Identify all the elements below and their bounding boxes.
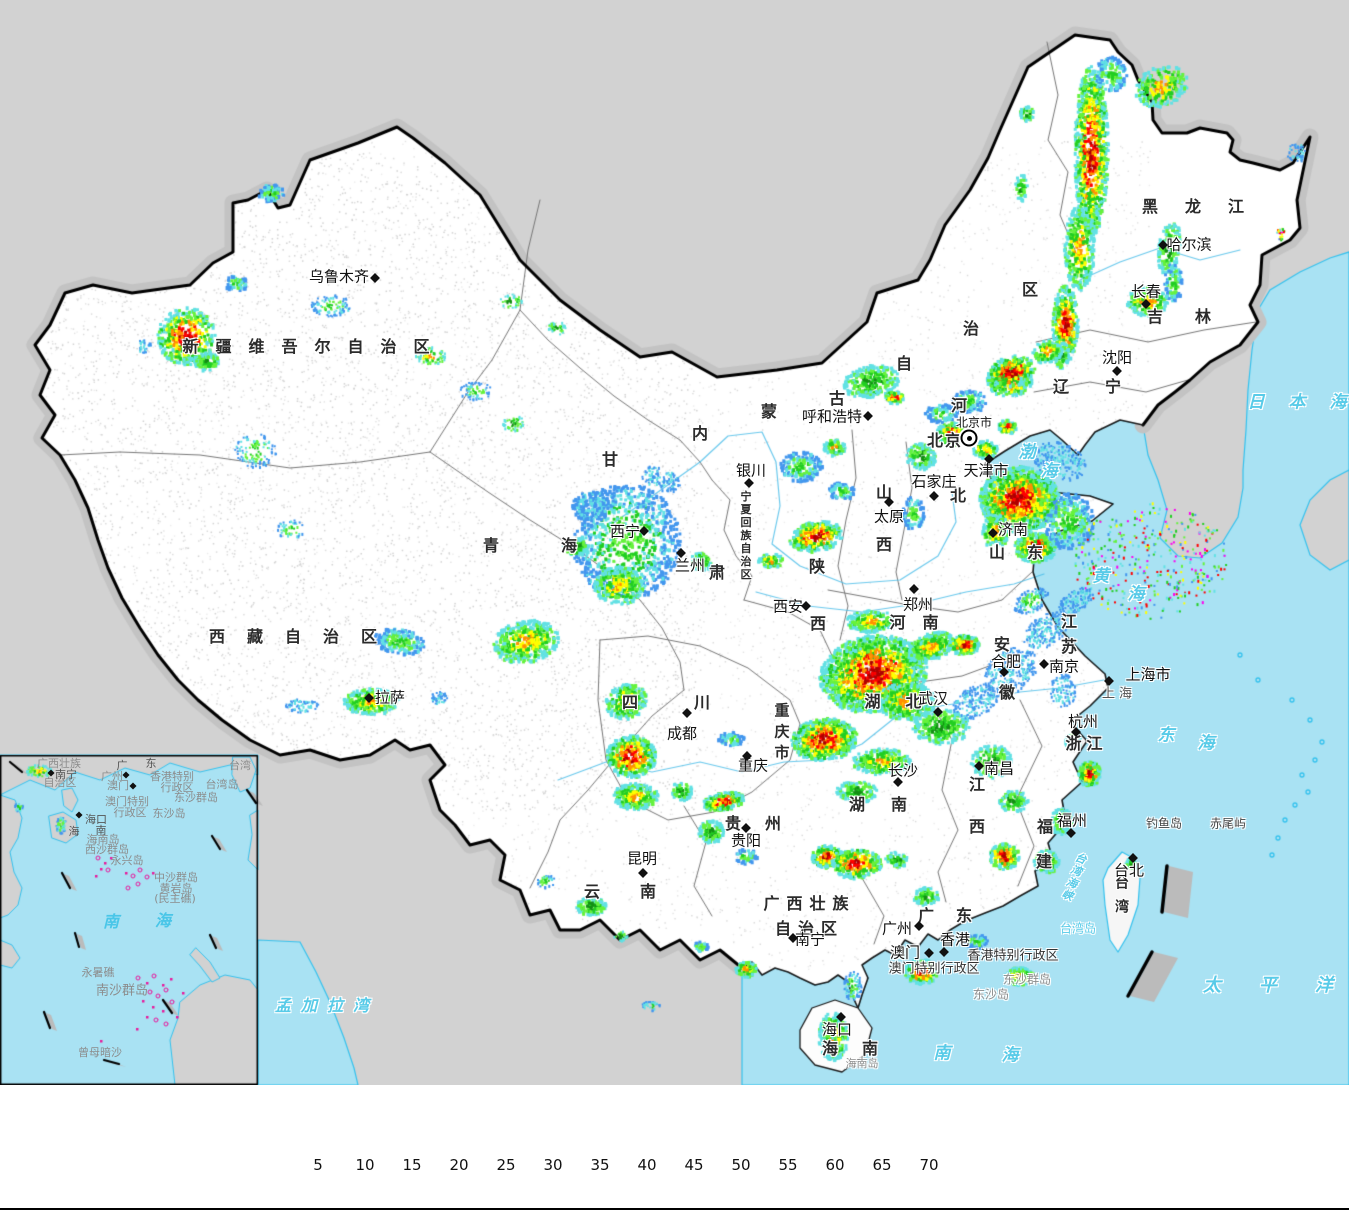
colorbar-tick-70: 70 [919,1156,938,1174]
colorbar-tick-55: 55 [778,1156,797,1174]
colorbar-tick-5: 5 [313,1156,323,1174]
colorbar-tick-50: 50 [731,1156,750,1174]
china-radar-map: 黑龙江吉林辽宁新疆维吾尔自治区西藏自治区青海山东河南湖北湖南浙江广东云南贵州四川… [0,0,1349,1085]
colorbar-tick-15: 15 [402,1156,421,1174]
colorbar-tick-10: 10 [355,1156,374,1174]
colorbar-tick-25: 25 [496,1156,515,1174]
radar-map-canvas [0,0,1349,1085]
colorbar-tick-40: 40 [637,1156,656,1174]
colorbar-tick-35: 35 [590,1156,609,1174]
colorbar-tick-30: 30 [543,1156,562,1174]
colorbar-tick-65: 65 [872,1156,891,1174]
colorbar-tick-20: 20 [449,1156,468,1174]
colorbar-tick-60: 60 [825,1156,844,1174]
colorbar-tick-45: 45 [684,1156,703,1174]
